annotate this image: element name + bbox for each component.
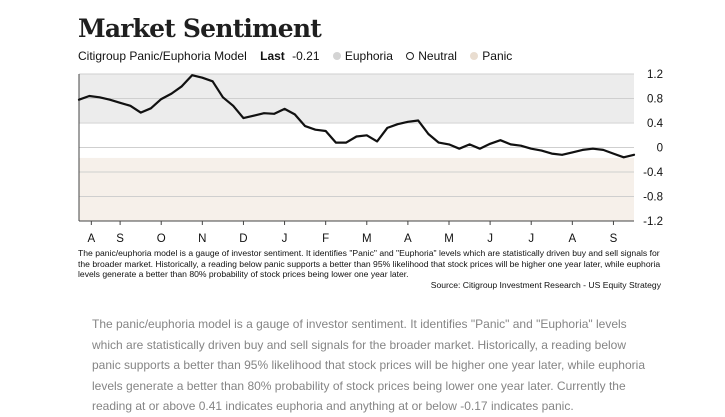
data-point bbox=[479, 147, 481, 150]
y-tick-label: -0.4 bbox=[643, 167, 663, 179]
data-point bbox=[561, 154, 563, 156]
data-point bbox=[180, 85, 183, 88]
chart-caption: The panic/euphoria model is a gauge of i… bbox=[78, 248, 661, 280]
x-tick-label: O bbox=[157, 233, 166, 245]
data-point bbox=[294, 113, 296, 116]
data-point bbox=[78, 98, 80, 101]
legend-euphoria: Euphoria bbox=[332, 48, 393, 64]
data-point bbox=[509, 143, 512, 146]
legend-neutral-label: Neutral bbox=[418, 49, 457, 64]
data-point bbox=[386, 127, 389, 129]
data-point bbox=[242, 117, 245, 119]
data-point bbox=[489, 143, 491, 145]
euphoria-swatch-icon bbox=[332, 52, 341, 61]
data-point bbox=[550, 152, 553, 155]
x-tick-label: J bbox=[528, 233, 534, 245]
data-point bbox=[263, 112, 265, 114]
data-point bbox=[622, 156, 625, 159]
x-tick-label: A bbox=[404, 233, 412, 245]
data-point bbox=[335, 141, 337, 144]
y-tick-label: 0.8 bbox=[647, 94, 663, 106]
data-point bbox=[139, 111, 142, 114]
legend-neutral: Neutral bbox=[406, 48, 457, 64]
x-tick-label: N bbox=[198, 233, 206, 245]
data-point bbox=[304, 125, 306, 127]
data-point bbox=[98, 96, 101, 99]
data-point bbox=[437, 141, 440, 144]
data-point bbox=[201, 76, 204, 79]
y-tick-label: 0.4 bbox=[647, 118, 664, 130]
data-point bbox=[283, 108, 286, 110]
data-point bbox=[232, 105, 234, 107]
data-point bbox=[376, 140, 378, 143]
chart-title: Market Sentiment bbox=[78, 14, 322, 43]
x-tick-label: S bbox=[116, 233, 124, 245]
data-point bbox=[191, 74, 193, 77]
legend-panic-label: Panic bbox=[482, 49, 513, 64]
data-point bbox=[458, 147, 461, 150]
y-tick-label: 1.2 bbox=[647, 69, 663, 81]
data-point bbox=[119, 101, 121, 104]
data-point bbox=[273, 113, 276, 115]
data-point bbox=[129, 105, 132, 107]
y-tick-label: 0 bbox=[657, 143, 663, 155]
data-point bbox=[571, 151, 574, 154]
data-point bbox=[612, 152, 615, 155]
data-point bbox=[602, 149, 604, 151]
legend-euphoria-label: Euphoria bbox=[344, 49, 393, 64]
last-value: -0.21 bbox=[292, 48, 320, 63]
data-point bbox=[417, 119, 419, 122]
neutral-swatch-icon bbox=[406, 52, 415, 61]
data-point bbox=[592, 147, 594, 150]
x-tick-label: J bbox=[487, 233, 493, 245]
data-point bbox=[252, 114, 255, 117]
data-point bbox=[160, 98, 163, 100]
data-point bbox=[324, 130, 327, 132]
x-tick-label: D bbox=[239, 233, 247, 245]
data-point bbox=[407, 120, 409, 123]
panic-swatch-icon bbox=[470, 52, 479, 61]
data-point bbox=[633, 154, 635, 156]
data-point bbox=[314, 128, 317, 131]
chart-source: Source: Citigroup Investment Research - … bbox=[430, 280, 661, 290]
data-point bbox=[530, 147, 533, 150]
x-tick-label: M bbox=[362, 233, 372, 245]
data-point bbox=[448, 143, 450, 146]
data-point bbox=[581, 149, 584, 151]
x-tick-label: S bbox=[610, 233, 618, 245]
x-tick-label: F bbox=[322, 233, 329, 245]
chart-subtitle: Citigroup Panic/Euphoria Model bbox=[78, 48, 247, 63]
data-point bbox=[520, 144, 522, 147]
data-point bbox=[355, 135, 358, 138]
panic-zone bbox=[79, 157, 634, 221]
explanatory-note: The panic/euphoria model is a gauge of i… bbox=[92, 317, 645, 413]
y-tick-label: -0.8 bbox=[643, 192, 663, 204]
legend-row: Citigroup Panic/Euphoria Model Last -0.2… bbox=[78, 48, 512, 64]
y-tick-label: -1.2 bbox=[643, 216, 663, 228]
data-point bbox=[88, 95, 91, 97]
data-point bbox=[345, 141, 348, 144]
data-point bbox=[109, 98, 111, 101]
data-point bbox=[365, 134, 368, 137]
data-point bbox=[540, 149, 543, 152]
data-point bbox=[150, 107, 152, 110]
chart-figure: Market Sentiment Citigroup Panic/Euphori… bbox=[77, 14, 664, 290]
legend-panic: Panic bbox=[470, 48, 513, 64]
data-point bbox=[396, 123, 399, 126]
sentiment-chart: 1.2 0.8 0.4 0 -0.4 -0.8 -1.2 A S O N D J F M A M J J A S bbox=[77, 69, 664, 245]
x-tick-label: J bbox=[282, 233, 288, 245]
last-label: Last bbox=[260, 48, 285, 63]
x-tick-label: M bbox=[444, 233, 454, 245]
data-point bbox=[499, 139, 502, 141]
data-point bbox=[468, 143, 471, 146]
data-point bbox=[170, 92, 173, 95]
data-point bbox=[427, 133, 430, 135]
x-tick-label: A bbox=[568, 233, 576, 245]
data-point bbox=[211, 80, 214, 83]
x-tick-label: A bbox=[87, 233, 95, 245]
neutral-zone bbox=[79, 122, 634, 158]
data-point bbox=[222, 96, 224, 99]
